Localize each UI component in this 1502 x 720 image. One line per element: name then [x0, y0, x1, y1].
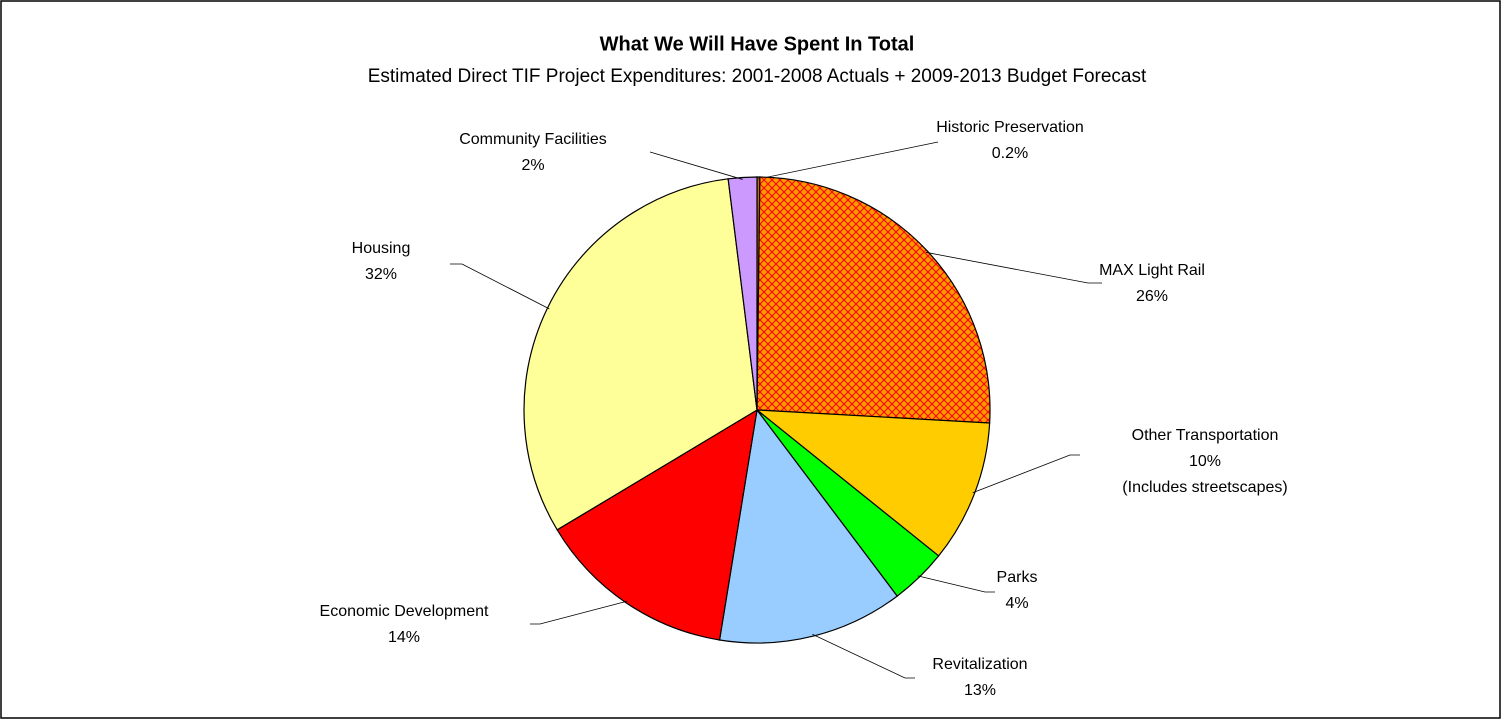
chart-title: What We Will Have Spent In Total: [600, 33, 915, 55]
leader-line: [917, 575, 995, 593]
leader-line: [649, 151, 743, 180]
slice-label: Parks: [997, 569, 1038, 586]
slice-value-label: 2%: [521, 157, 544, 174]
pie-slice: [755, 409, 991, 557]
leader-line: [925, 251, 1102, 284]
slice-value-label: 32%: [365, 266, 397, 283]
pie-slice: [756, 176, 991, 424]
slice-label: MAX Light Rail: [1099, 262, 1205, 279]
chart-subtitle: Estimated Direct TIF Project Expenditure…: [368, 66, 1147, 87]
leader-line: [758, 141, 939, 180]
slice-value-label: 26%: [1136, 288, 1168, 305]
slice-label: Revitalization: [932, 656, 1027, 673]
slice-label: Economic Development: [320, 603, 490, 620]
slice-value-label: 4%: [1005, 595, 1028, 612]
slice-label: Housing: [352, 240, 411, 257]
leader-line: [450, 263, 550, 310]
slice-label: Historic Preservation: [936, 119, 1084, 136]
pie-slice: [718, 408, 899, 644]
pie-slice: [556, 408, 758, 641]
slice-label: Other Transportation: [1132, 427, 1279, 444]
slice-value-label: 10%: [1189, 453, 1221, 470]
leader-line: [812, 633, 915, 679]
leader-line: [530, 600, 628, 625]
slice-value-label: 13%: [964, 682, 996, 699]
slice-value-label: 0.2%: [992, 145, 1028, 162]
leader-line: [972, 454, 1080, 494]
pie-slice: [727, 176, 758, 411]
slice-value-label: 14%: [388, 629, 420, 646]
slice-label: Community Facilities: [459, 131, 607, 148]
slice-annotation: (Includes streetscapes): [1122, 479, 1287, 496]
